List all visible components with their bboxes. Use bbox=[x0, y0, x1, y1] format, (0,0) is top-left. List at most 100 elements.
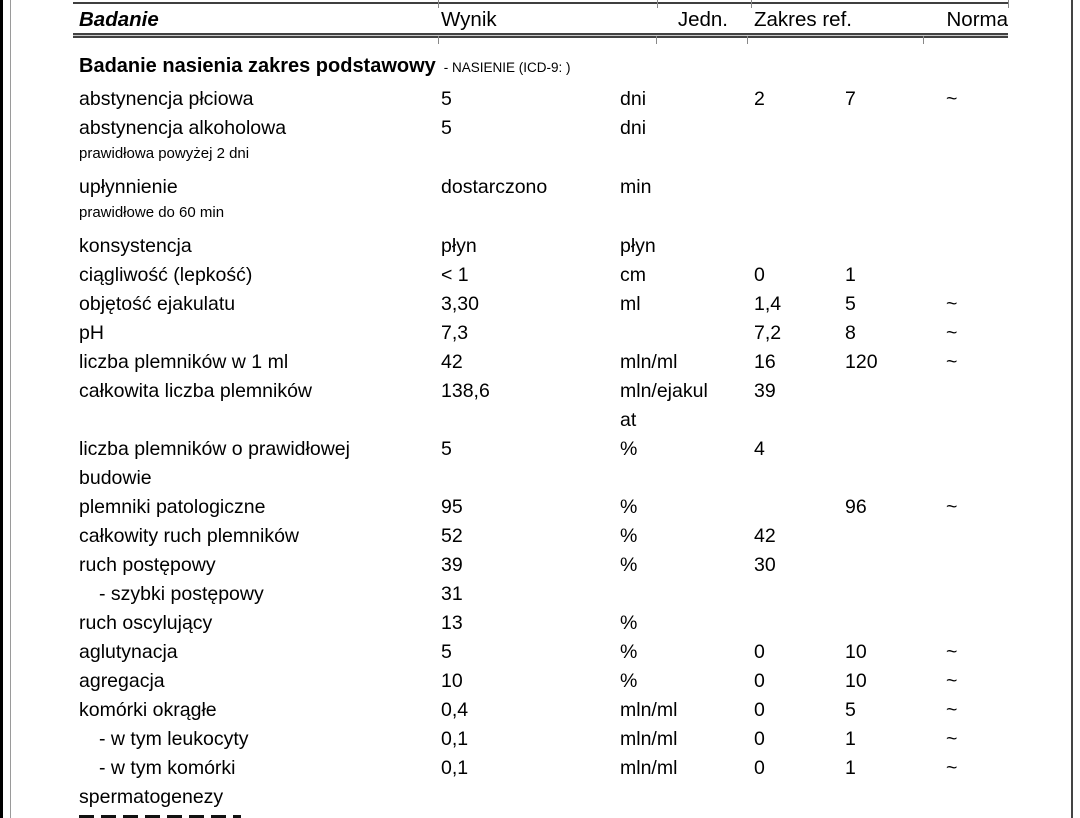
cell-line: 1 bbox=[845, 264, 856, 286]
cell-badanie: agregacja bbox=[73, 667, 441, 696]
cell-line: 0 bbox=[754, 641, 765, 663]
table-rows: abstynencja płciowa 5 dni 2 7 ~ abstynencja al… bbox=[73, 85, 1008, 812]
table-header-row: Badanie Wynik Jedn. Zakres ref. Norma bbox=[73, 6, 1008, 33]
cell-line: ~ bbox=[946, 322, 958, 344]
cell-ref-low: 16 bbox=[754, 348, 845, 377]
cell-norma: ~ bbox=[946, 85, 1008, 114]
table-row: konsystencja płyn płyn bbox=[73, 232, 1008, 261]
column-tick bbox=[656, 36, 657, 44]
cell-line: dni bbox=[620, 88, 647, 110]
cell-line: 7 bbox=[845, 88, 856, 110]
cell-norma bbox=[946, 580, 1008, 609]
cell-ref-low: 2 bbox=[754, 85, 845, 114]
cell-norma bbox=[946, 522, 1008, 551]
cell-wynik: płyn bbox=[441, 232, 620, 261]
cell-line: dostarczono bbox=[441, 176, 548, 198]
cell-line: 120 bbox=[845, 351, 878, 373]
cell-jedn: % bbox=[620, 522, 754, 551]
cell-badanie: liczba plemników w 1 ml bbox=[73, 348, 441, 377]
cell-line: płyn bbox=[441, 235, 477, 257]
cell-jedn: ml bbox=[620, 290, 754, 319]
cell-line: płyn bbox=[620, 235, 656, 257]
cell-line: % bbox=[620, 438, 638, 460]
cell-norma bbox=[946, 114, 1008, 143]
cell-ref-low bbox=[754, 114, 845, 143]
column-tick bbox=[923, 36, 924, 44]
cell-badanie: aglutynacja bbox=[73, 638, 441, 667]
cell-line: objętość ejakulatu bbox=[79, 293, 236, 315]
cell-norma: ~ bbox=[946, 319, 1008, 348]
cell-ref-low bbox=[754, 232, 845, 261]
cell-line: cm bbox=[620, 264, 646, 286]
table-row: objętość ejakulatu 3,30 ml 1,4 5 ~ bbox=[73, 290, 1008, 319]
cell-line: 0 bbox=[754, 728, 765, 750]
cell-wynik: 31 bbox=[441, 580, 620, 609]
cell-ref-high: 10 bbox=[845, 638, 946, 667]
cell-ref-low bbox=[754, 580, 845, 609]
row-note: prawidłowe do 60 min bbox=[79, 204, 225, 221]
cell-ref-high bbox=[845, 580, 946, 609]
cell-wynik: 0,1 bbox=[441, 754, 620, 812]
cell-line: 1 bbox=[845, 757, 856, 779]
cell-ref-low: 0 bbox=[754, 696, 845, 725]
cell-wynik: 5 bbox=[441, 638, 620, 667]
cell-wynik: 95 bbox=[441, 493, 620, 522]
cell-badanie: całkowita liczba plemników bbox=[73, 377, 441, 435]
cell-ref-low: 1,4 bbox=[754, 290, 845, 319]
table-row: upłynnienie dostarczono min bbox=[73, 173, 1008, 202]
cell-line: 5 bbox=[441, 117, 452, 139]
cell-line: liczba plemników o prawidłowej bbox=[79, 438, 350, 460]
cell-wynik: < 1 bbox=[441, 261, 620, 290]
cell-wynik: 10 bbox=[441, 667, 620, 696]
cell-ref-low bbox=[754, 609, 845, 638]
cell-wynik: dostarczono bbox=[441, 173, 620, 202]
cell-line: 0,4 bbox=[441, 699, 469, 721]
cell-line: 8 bbox=[845, 322, 856, 344]
cell-line: 1 bbox=[845, 728, 856, 750]
header-norma: Norma bbox=[946, 8, 1008, 31]
cell-line: < 1 bbox=[441, 264, 469, 286]
section-title-suffix: - NASIENIE (ICD-9: ) bbox=[443, 60, 571, 75]
cell-ref-low: 39 bbox=[754, 377, 845, 435]
cell-norma bbox=[946, 551, 1008, 580]
cell-ref-high: 8 bbox=[845, 319, 946, 348]
cell-ref-high: 1 bbox=[845, 261, 946, 290]
cell-jedn: cm bbox=[620, 261, 754, 290]
cell-line: 30 bbox=[754, 554, 776, 576]
cell-line: 52 bbox=[441, 525, 463, 547]
column-tick bbox=[438, 36, 439, 44]
cell-line: liczba plemników w 1 ml bbox=[79, 351, 289, 373]
cell-ref-high bbox=[845, 435, 946, 493]
cell-line: ~ bbox=[946, 757, 958, 779]
cell-wynik: 138,6 bbox=[441, 377, 620, 435]
cell-line: % bbox=[620, 525, 638, 547]
cell-badanie: pH bbox=[73, 319, 441, 348]
header-top-rule bbox=[73, 2, 1008, 4]
section-title: Badanie nasienia zakres podstawowy - NASI… bbox=[73, 52, 1008, 82]
cell-line: 5 bbox=[845, 293, 856, 315]
page-right-border bbox=[1071, 0, 1073, 818]
cell-line: % bbox=[620, 554, 638, 576]
cell-norma: ~ bbox=[946, 493, 1008, 522]
cell-jedn bbox=[620, 580, 754, 609]
cell-norma bbox=[946, 232, 1008, 261]
table-row: ciągliwość (lepkość) < 1 cm 0 1 bbox=[73, 261, 1008, 290]
cell-line: 13 bbox=[441, 612, 463, 634]
cell-ref-high bbox=[845, 551, 946, 580]
cell-norma bbox=[946, 609, 1008, 638]
cell-line: ruch oscylujący bbox=[79, 612, 213, 634]
cell-badanie: - szybki postępowy bbox=[73, 580, 441, 609]
cell-norma: ~ bbox=[946, 696, 1008, 725]
table-row: liczba plemników w 1 ml 42 mln/ml 16 120 ~ bbox=[73, 348, 1008, 377]
column-tick bbox=[751, 0, 752, 8]
cell-ref-low bbox=[754, 493, 845, 522]
cell-badanie: konsystencja bbox=[73, 232, 441, 261]
cell-line: 138,6 bbox=[441, 380, 490, 402]
cell-jedn: % bbox=[620, 493, 754, 522]
cell-line: 39 bbox=[441, 554, 463, 576]
cell-jedn: mln/ml bbox=[620, 348, 754, 377]
cell-ref-high bbox=[845, 232, 946, 261]
cell-ref-high: 5 bbox=[845, 696, 946, 725]
cell-line: 16 bbox=[754, 351, 776, 373]
cell-ref-high: 7 bbox=[845, 85, 946, 114]
